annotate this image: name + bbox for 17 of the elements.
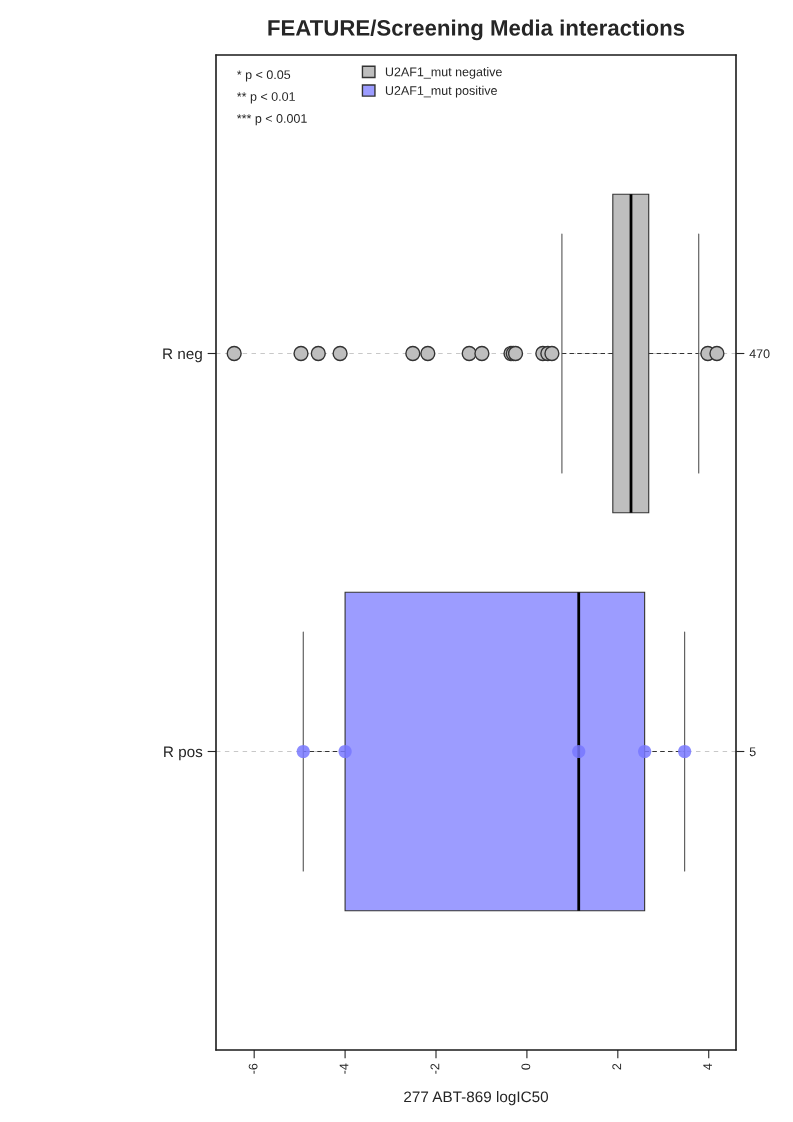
x-axis-title: 277 ABT-869 logIC50: [404, 1090, 549, 1106]
x-tick-label: -4: [339, 1063, 349, 1074]
chart-title: FEATURE/Screening Media interactions: [268, 19, 685, 41]
y-tick-label: R pos: [164, 746, 203, 761]
x-tick-label: 4: [703, 1063, 712, 1070]
x-tick-label: -2: [430, 1063, 440, 1074]
x-tick-label: 2: [612, 1063, 622, 1070]
y2-tick-label: 470: [749, 349, 770, 359]
y2-tick-label: 5: [749, 747, 756, 757]
annotation: * p < 0.05: [237, 70, 291, 82]
x-tick-label: -6: [248, 1063, 258, 1074]
annotation: *** p < 0.001: [237, 114, 307, 126]
legend-label: U2AF1_mut negative: [385, 67, 502, 79]
legend-label: U2AF1_mut positive: [385, 85, 497, 98]
y-tick-label: R neg: [163, 348, 202, 363]
x-tick-label: 0: [521, 1063, 531, 1070]
annotation: ** p < 0.01: [237, 92, 295, 104]
